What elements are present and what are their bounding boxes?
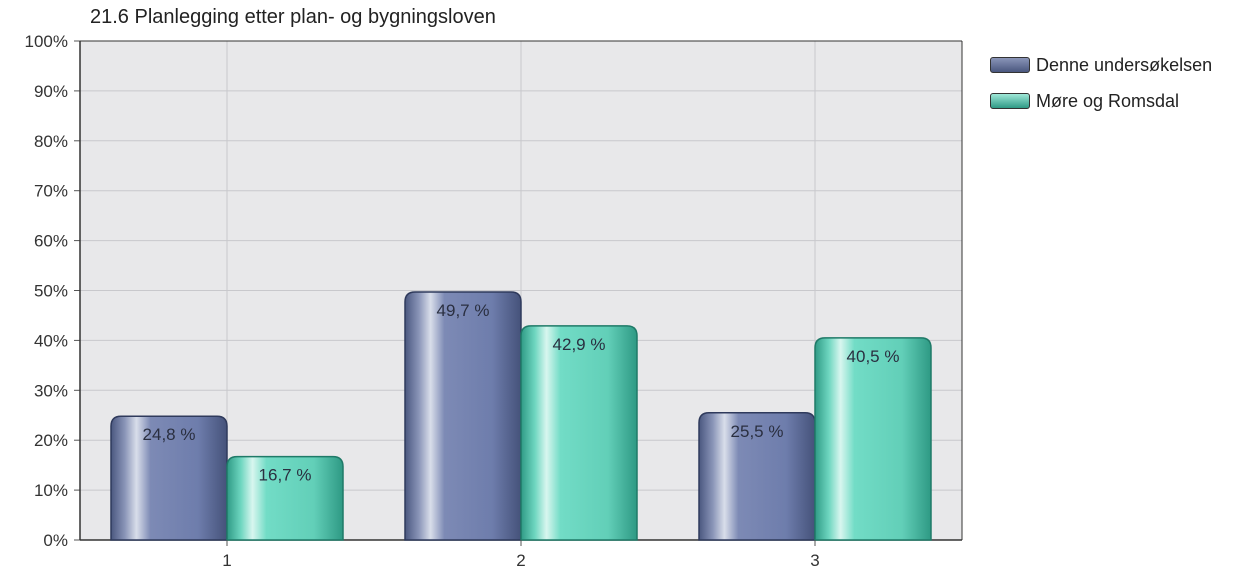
bar-data-label: 24,8 % [143,425,196,444]
y-tick-label: 30% [34,381,68,400]
legend-swatch-series-1 [990,57,1030,73]
bar-data-label: 40,5 % [847,347,900,366]
bar-series-2-cat-3 [814,337,932,541]
bar-series-2-cat-1 [226,455,344,541]
legend-swatch-series-2 [990,93,1030,109]
y-tick-label: 20% [34,431,68,450]
y-tick-label: 0% [43,531,68,550]
x-tick-label: 1 [222,551,231,570]
bar-data-label: 16,7 % [259,466,312,485]
y-tick-label: 50% [34,282,68,301]
y-tick-label: 90% [34,82,68,101]
legend-item-series-1: Denne undersøkelsen [990,52,1212,78]
y-tick-label: 60% [34,232,68,251]
legend: Denne undersøkelsen Møre og Romsdal [990,52,1212,124]
y-tick-label: 70% [34,182,68,201]
y-tick-label: 40% [34,331,68,350]
y-tick-label: 80% [34,132,68,151]
legend-label: Denne undersøkelsen [1036,54,1213,75]
bar-series-1-cat-2 [404,291,522,541]
y-tick-label: 10% [34,481,68,500]
bar-series-2-cat-2 [520,325,638,541]
x-tick-label: 3 [810,551,819,570]
legend-item-series-2: Møre og Romsdal [990,88,1212,114]
bar-data-label: 42,9 % [553,335,606,354]
chart-title: 21.6 Planlegging etter plan- og bygnings… [90,6,496,28]
bar-data-label: 25,5 % [731,422,784,441]
legend-label: Møre og Romsdal [1036,90,1180,111]
bar-series-1-cat-1 [110,415,228,541]
bar-data-label: 49,7 % [437,301,490,320]
x-tick-label: 2 [516,551,525,570]
y-tick-label: 100% [25,32,68,51]
